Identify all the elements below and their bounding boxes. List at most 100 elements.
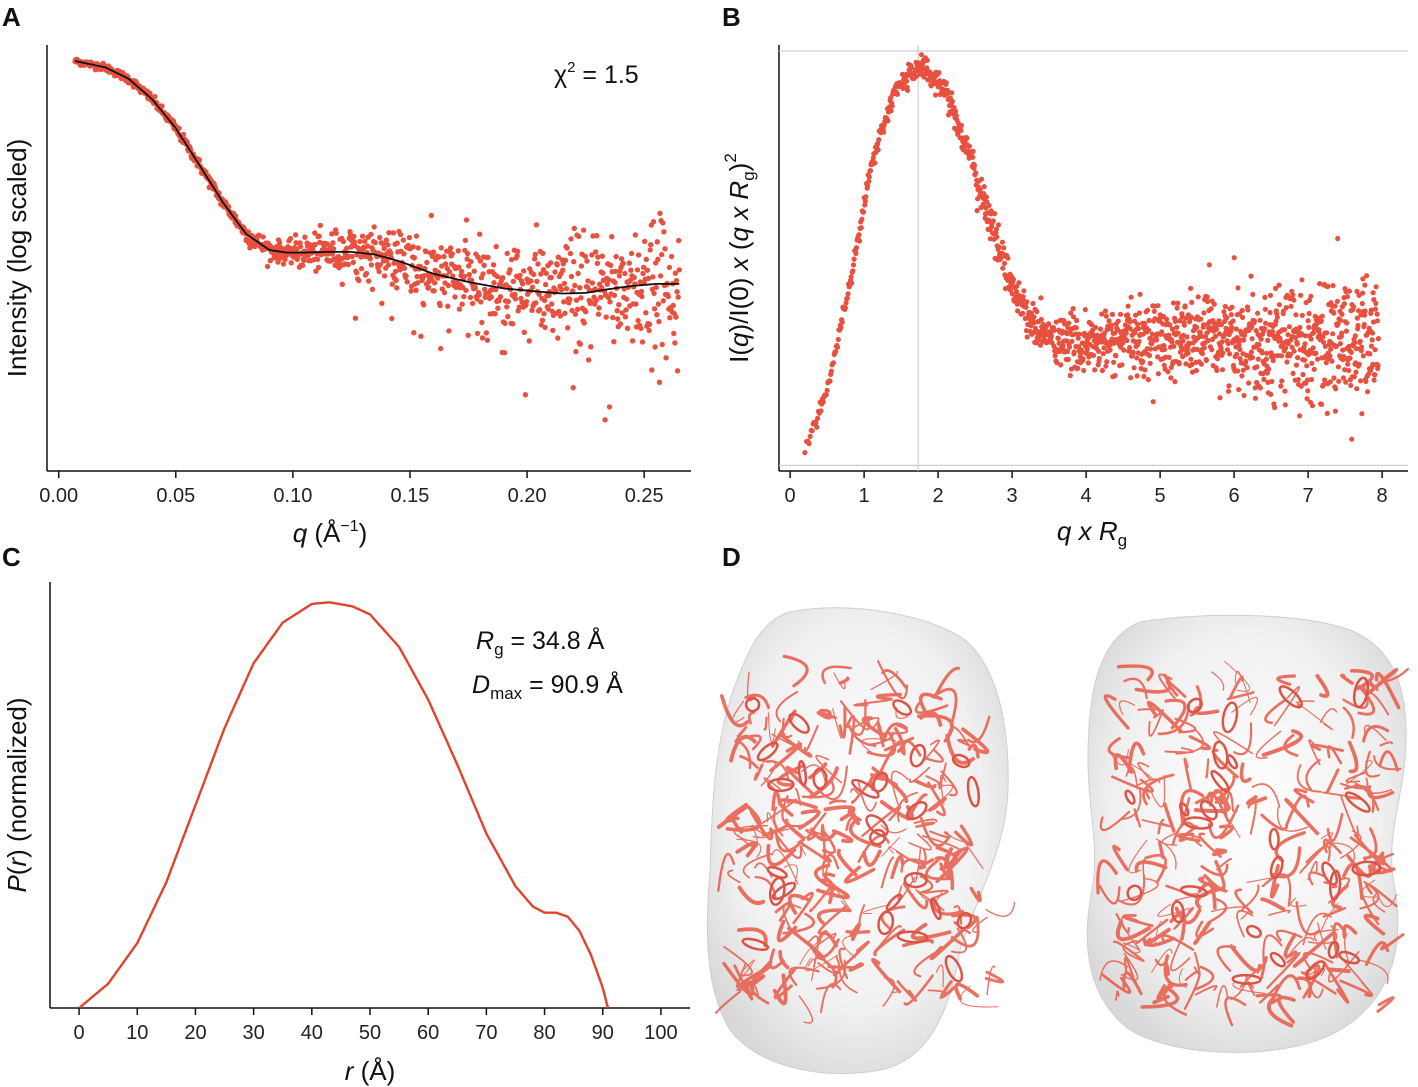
data-point [1282, 388, 1288, 394]
ribbon-segment [959, 985, 999, 1008]
data-point [987, 236, 993, 242]
ribbon-segment [1098, 885, 1121, 905]
data-point [294, 246, 300, 253]
ribbon-segment [1331, 884, 1349, 910]
data-point [1152, 316, 1158, 322]
ribbon-segment [1349, 668, 1375, 691]
data-point [842, 305, 849, 311]
data-point [850, 268, 856, 274]
ribbon-segment [1378, 894, 1398, 908]
data-point [1285, 341, 1291, 347]
ribbon-segment [1266, 952, 1301, 989]
data-point [1359, 344, 1365, 350]
ribbon-segment [838, 706, 847, 739]
data-point [1360, 290, 1366, 296]
data-point [1203, 357, 1209, 364]
ribbon-segment [1305, 758, 1321, 791]
data-point [556, 308, 562, 315]
ribbon-segment [1151, 775, 1166, 808]
data-point [651, 306, 658, 312]
data-point [1064, 348, 1071, 355]
data-point [914, 73, 920, 79]
ribbon-segment [890, 855, 905, 880]
ribbon-segment [806, 812, 827, 841]
panel-b-kratky-plot: 0 1 2 3 4 5 6 7 8 q x Rg I(q)/I(0) x (q x Rg)2 [721, 45, 1408, 550]
ribbon-segment [1271, 974, 1301, 1000]
data-point [349, 253, 355, 260]
data-point [510, 321, 516, 327]
data-point [538, 322, 544, 328]
ribbon-segment [838, 967, 858, 994]
data-point [904, 78, 910, 84]
ribbon-segment [1120, 952, 1139, 981]
panel-c-y-axis-label: P(r) (normalized) [2, 697, 32, 892]
panel-c-x-ticks: 0 10 20 30 40 50 60 70 80 90 100 [74, 1008, 678, 1044]
data-point [517, 272, 523, 279]
data-point [381, 245, 387, 252]
ribbon-segment [1308, 739, 1321, 766]
data-point [1069, 338, 1075, 344]
data-point [1239, 373, 1245, 379]
helix [1186, 697, 1203, 714]
ribbon-segment [935, 845, 958, 871]
data-point [371, 224, 377, 230]
helix [1178, 802, 1190, 817]
ribbon-segment [1359, 880, 1380, 910]
data-point [1136, 310, 1142, 316]
data-point [818, 408, 824, 414]
data-point [1341, 354, 1347, 360]
data-point [1339, 330, 1345, 336]
ribbon-segment [1339, 777, 1369, 790]
ribbon-segment [1332, 922, 1347, 959]
helix [966, 775, 981, 808]
data-point [1208, 306, 1214, 312]
ribbon-segment [1260, 897, 1286, 912]
ribbon-segment [1319, 708, 1338, 723]
data-point [1127, 319, 1133, 325]
ribbon-segment [1216, 985, 1229, 1008]
data-point [316, 233, 322, 239]
panel-c-x-tick-label: 0 [74, 1022, 85, 1044]
ribbon-segment [788, 966, 820, 986]
data-point [558, 286, 565, 293]
data-point [1228, 328, 1234, 334]
ribbon-segment [832, 708, 842, 739]
data-point [423, 248, 429, 255]
data-point [973, 170, 979, 176]
data-point [1214, 356, 1221, 362]
data-point [1262, 306, 1268, 312]
data-point [1348, 349, 1354, 355]
panel-a-y-axis-label: Intensity (log scaled) [2, 139, 32, 377]
ribbon-segment [827, 965, 855, 970]
helix [1328, 869, 1342, 901]
data-point [1155, 303, 1161, 309]
data-point [313, 268, 319, 274]
ribbon-segment [1133, 808, 1142, 828]
ribbon-segment [1157, 818, 1165, 835]
ribbon-segment [918, 858, 935, 870]
data-point [1290, 292, 1296, 298]
ribbon-segment [923, 749, 944, 763]
ribbon-segment [1360, 879, 1378, 898]
data-point [815, 415, 821, 421]
ribbon-segment [1283, 932, 1298, 959]
data-point [519, 299, 525, 305]
data-point [1213, 326, 1219, 332]
data-point [853, 250, 859, 257]
ribbon-segment [737, 885, 766, 906]
data-point [660, 220, 666, 226]
ribbon-segment [1226, 691, 1255, 701]
helix [1269, 855, 1284, 880]
ribbon-segment [847, 806, 861, 826]
ribbon-segment [914, 702, 949, 714]
data-point [1055, 335, 1061, 341]
ribbon-segment [1339, 979, 1373, 998]
ribbon-segment [1108, 748, 1129, 766]
helix [1210, 769, 1231, 793]
data-point [1193, 367, 1199, 374]
data-point [1031, 314, 1037, 320]
data-point [1101, 330, 1107, 336]
data-point [835, 336, 841, 343]
data-point [1159, 329, 1165, 335]
ribbon-segment [1380, 933, 1405, 951]
